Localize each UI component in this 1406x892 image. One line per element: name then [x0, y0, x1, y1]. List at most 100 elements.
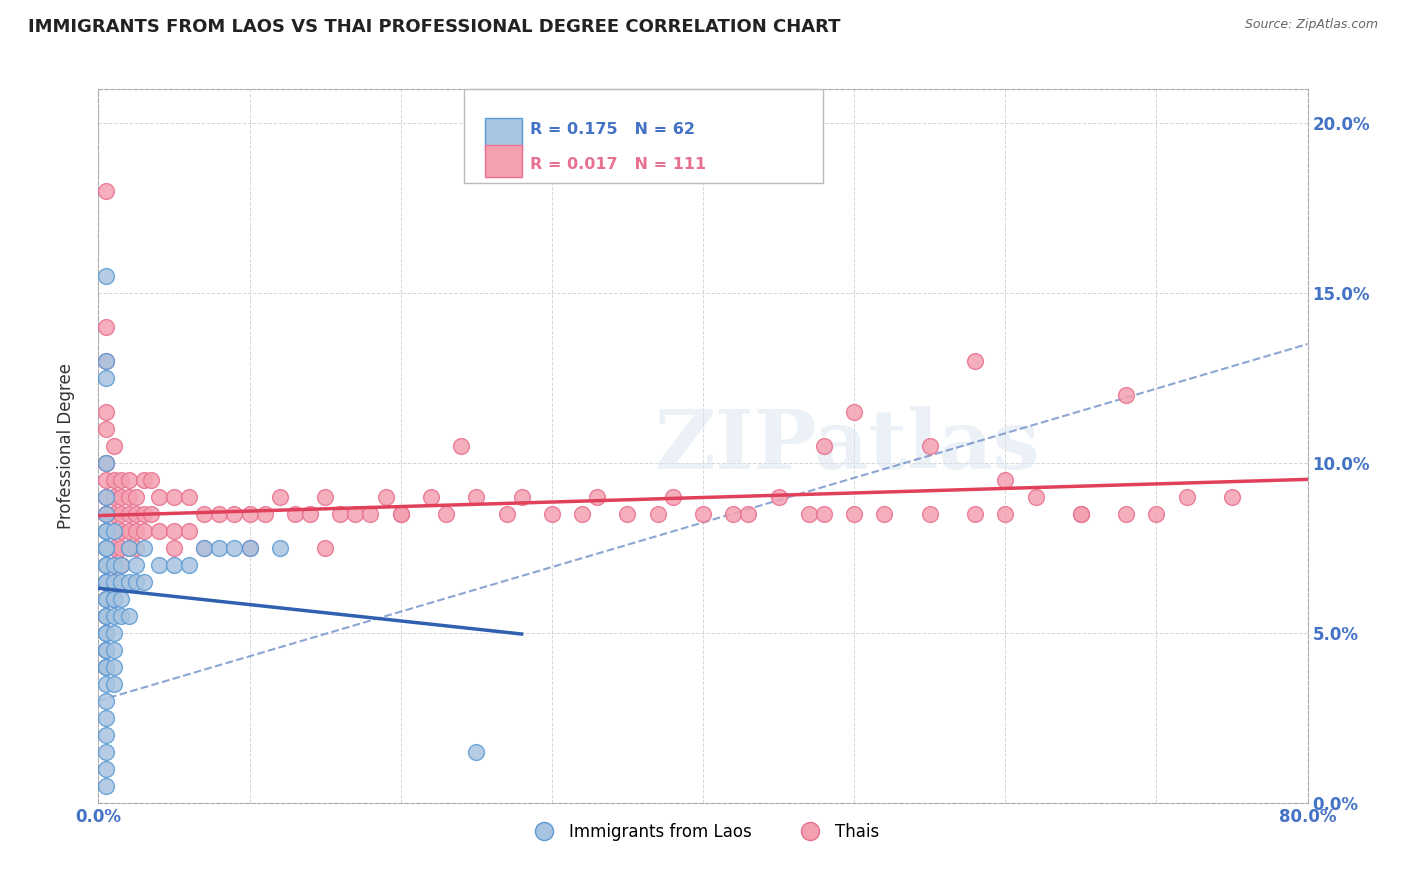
Point: [103, 524, 125, 538]
Point: [94, 591, 117, 606]
Text: Source: ZipAtlas.com: Source: ZipAtlas.com: [1244, 18, 1378, 31]
Point: [125, 507, 148, 521]
Point: [1144, 507, 1167, 521]
Point: [360, 507, 382, 521]
Point: [224, 507, 246, 521]
Point: [94, 490, 117, 504]
Point: [94, 643, 117, 657]
Point: [94, 677, 117, 691]
Point: [163, 541, 186, 555]
Point: [141, 473, 163, 487]
Point: [844, 405, 866, 419]
Point: [132, 541, 155, 555]
Point: [103, 574, 125, 589]
Point: [994, 507, 1017, 521]
Point: [1070, 507, 1092, 521]
Point: [125, 558, 148, 572]
Point: [510, 490, 533, 504]
Point: [314, 490, 336, 504]
Point: [208, 541, 231, 555]
Point: [103, 524, 125, 538]
Point: [94, 574, 117, 589]
Point: [94, 558, 117, 572]
Point: [110, 591, 132, 606]
Point: [94, 574, 117, 589]
Point: [94, 507, 117, 521]
Point: [118, 541, 141, 555]
Point: [110, 558, 132, 572]
Point: [132, 574, 155, 589]
Point: [110, 524, 132, 538]
Point: [103, 558, 125, 572]
Point: [1115, 507, 1137, 521]
Point: [94, 694, 117, 708]
Point: [94, 541, 117, 555]
Point: [434, 507, 457, 521]
Point: [94, 371, 117, 385]
Point: [118, 524, 141, 538]
Point: [918, 439, 941, 453]
Point: [94, 608, 117, 623]
Point: [118, 574, 141, 589]
Point: [94, 524, 117, 538]
Point: [661, 490, 683, 504]
Point: [94, 354, 117, 368]
Point: [94, 422, 117, 436]
Text: R = 0.017   N = 111: R = 0.017 N = 111: [530, 157, 706, 172]
Point: [965, 507, 987, 521]
Point: [103, 591, 125, 606]
Point: [269, 490, 291, 504]
Point: [103, 643, 125, 657]
Point: [284, 507, 307, 521]
Point: [110, 608, 132, 623]
Point: [586, 490, 609, 504]
Point: [1070, 507, 1092, 521]
Point: [374, 490, 396, 504]
Point: [94, 762, 117, 776]
Point: [813, 439, 835, 453]
Point: [450, 439, 472, 453]
Point: [94, 574, 117, 589]
Point: [737, 507, 759, 521]
Point: [94, 507, 117, 521]
Point: [94, 626, 117, 640]
Point: [103, 660, 125, 674]
Point: [420, 490, 443, 504]
Point: [768, 490, 790, 504]
Point: [103, 574, 125, 589]
Point: [495, 507, 517, 521]
Point: [94, 558, 117, 572]
Text: ZIPatlas: ZIPatlas: [655, 406, 1040, 486]
Point: [239, 507, 262, 521]
Point: [103, 473, 125, 487]
Point: [193, 541, 215, 555]
Point: [193, 507, 215, 521]
Point: [125, 574, 148, 589]
Point: [94, 541, 117, 555]
Point: [118, 507, 141, 521]
Point: [94, 591, 117, 606]
Point: [94, 456, 117, 470]
Point: [103, 439, 125, 453]
Point: [873, 507, 896, 521]
Point: [118, 473, 141, 487]
Point: [110, 541, 132, 555]
Point: [110, 490, 132, 504]
Point: [103, 677, 125, 691]
Point: [163, 524, 186, 538]
Point: [94, 320, 117, 334]
Point: [94, 405, 117, 419]
Point: [193, 541, 215, 555]
Point: [994, 473, 1017, 487]
Point: [125, 490, 148, 504]
Point: [103, 558, 125, 572]
Point: [94, 507, 117, 521]
Point: [94, 591, 117, 606]
Point: [314, 541, 336, 555]
Point: [94, 608, 117, 623]
Point: [118, 608, 141, 623]
Point: [103, 490, 125, 504]
Text: IMMIGRANTS FROM LAOS VS THAI PROFESSIONAL DEGREE CORRELATION CHART: IMMIGRANTS FROM LAOS VS THAI PROFESSIONA…: [28, 18, 841, 36]
Point: [118, 490, 141, 504]
Point: [148, 490, 170, 504]
